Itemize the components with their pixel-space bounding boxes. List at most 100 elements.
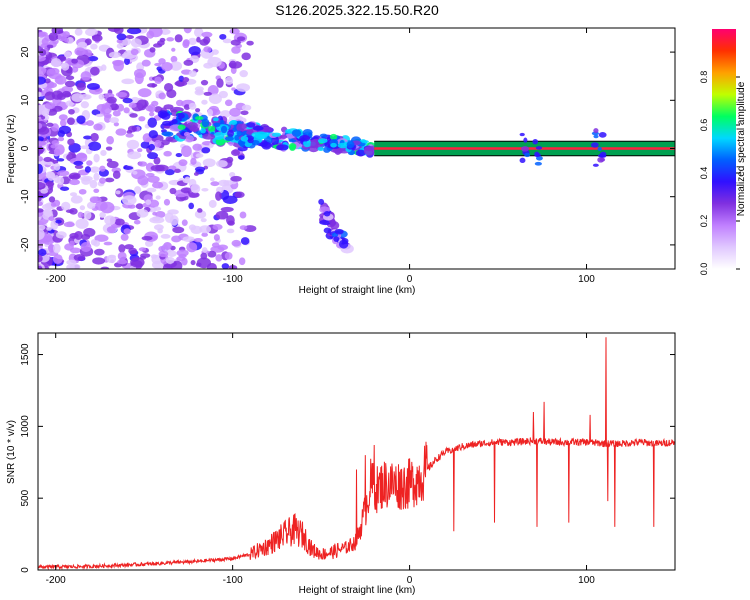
signal-cell bbox=[246, 122, 256, 128]
noise-cell bbox=[56, 158, 65, 162]
noise-cell bbox=[188, 70, 197, 78]
noise-cell bbox=[75, 218, 89, 229]
noise-cell bbox=[213, 234, 220, 241]
noise-cell bbox=[113, 60, 124, 72]
noise-cell bbox=[165, 256, 175, 264]
noise-cell bbox=[53, 243, 61, 254]
noise-cell bbox=[170, 61, 183, 71]
snr-xtick-label: 0 bbox=[407, 575, 413, 586]
noise-cell bbox=[172, 226, 185, 234]
noise-cell bbox=[223, 180, 233, 186]
noise-cell bbox=[61, 85, 74, 93]
noise-cell bbox=[68, 143, 81, 153]
noise-cell bbox=[94, 234, 109, 242]
noise-cell bbox=[151, 181, 164, 189]
noise-cell bbox=[216, 78, 224, 88]
noise-cell bbox=[66, 37, 74, 44]
carrier-sideband bbox=[523, 137, 528, 143]
noise-cell bbox=[221, 263, 230, 269]
noise-cell bbox=[138, 161, 148, 167]
noise-cell bbox=[46, 226, 52, 231]
carrier-sideband bbox=[598, 132, 607, 138]
noise-cell bbox=[122, 195, 137, 206]
signal-cell bbox=[177, 113, 185, 119]
noise-cell bbox=[94, 248, 105, 256]
noise-cell bbox=[241, 52, 251, 61]
noise-cell bbox=[95, 113, 104, 118]
signal-cell bbox=[276, 144, 289, 151]
noise-cell bbox=[69, 175, 76, 179]
noise-cell bbox=[220, 110, 231, 118]
noise-cell bbox=[38, 163, 43, 175]
noise-cell bbox=[93, 240, 101, 247]
noise-cell bbox=[107, 28, 121, 33]
noise-cell bbox=[130, 48, 139, 56]
snr-marks bbox=[37, 337, 676, 571]
noise-cell bbox=[123, 107, 130, 114]
noise-cell bbox=[38, 145, 45, 154]
noise-cell bbox=[116, 33, 127, 41]
noise-cell bbox=[89, 179, 98, 189]
noise-cell bbox=[90, 66, 100, 76]
noise-cell bbox=[240, 237, 250, 245]
snr-ylabel: SNR (10 * v/v) bbox=[6, 420, 17, 484]
signal-cell bbox=[317, 138, 328, 144]
noise-cell bbox=[48, 196, 56, 203]
noise-cell bbox=[89, 196, 102, 204]
carrier-sideband bbox=[521, 146, 529, 152]
noise-cell bbox=[106, 160, 119, 169]
noise-cell bbox=[231, 46, 241, 54]
noise-cell bbox=[160, 234, 171, 239]
noise-cell bbox=[115, 91, 128, 98]
signal-cell bbox=[339, 239, 349, 249]
noise-cell bbox=[38, 248, 47, 257]
noise-cell bbox=[194, 166, 206, 172]
signal-cell bbox=[254, 131, 268, 140]
signal-cell bbox=[202, 133, 216, 140]
signal-cell bbox=[201, 118, 210, 128]
noise-cell bbox=[136, 99, 147, 111]
noise-cell bbox=[194, 86, 204, 92]
spectrogram-xtick-label: -200 bbox=[46, 274, 66, 285]
noise-cell bbox=[98, 93, 105, 100]
signal-cell bbox=[194, 116, 204, 121]
noise-cell bbox=[132, 170, 138, 175]
snr-ytick-label: 0 bbox=[20, 567, 31, 573]
noise-cell bbox=[128, 247, 138, 255]
noise-cell bbox=[42, 203, 54, 211]
noise-cell bbox=[69, 240, 75, 247]
noise-cell bbox=[231, 149, 240, 157]
noise-cell bbox=[78, 188, 87, 195]
snr-ytick-label: 1500 bbox=[20, 343, 31, 366]
noise-cell bbox=[123, 166, 134, 170]
signal-cell bbox=[251, 139, 260, 146]
noise-cell bbox=[137, 148, 143, 153]
noise-cell bbox=[54, 75, 67, 85]
noise-cell bbox=[147, 117, 158, 128]
noise-cell bbox=[93, 188, 100, 193]
noise-cell bbox=[141, 236, 153, 241]
noise-cell bbox=[108, 51, 121, 58]
noise-cell bbox=[137, 88, 152, 98]
noise-cell bbox=[64, 37, 70, 43]
signal-cell bbox=[323, 211, 331, 217]
noise-cell bbox=[207, 250, 217, 258]
signal-cell bbox=[161, 131, 172, 136]
noise-cell bbox=[126, 28, 142, 35]
noise-cell bbox=[91, 34, 103, 42]
noise-cell bbox=[74, 28, 83, 36]
snr-xtick-label: 100 bbox=[578, 575, 595, 586]
noise-cell bbox=[106, 96, 117, 104]
noise-cell bbox=[116, 43, 124, 49]
signal-cell bbox=[186, 122, 198, 130]
signal-cell bbox=[279, 134, 288, 139]
noise-cell bbox=[109, 103, 119, 111]
signal-cell bbox=[213, 131, 225, 140]
signal-cell bbox=[317, 146, 325, 152]
noise-cell bbox=[46, 68, 56, 77]
carrier-sideband bbox=[597, 153, 606, 158]
noise-cell bbox=[77, 41, 88, 48]
noise-cell bbox=[149, 111, 155, 117]
